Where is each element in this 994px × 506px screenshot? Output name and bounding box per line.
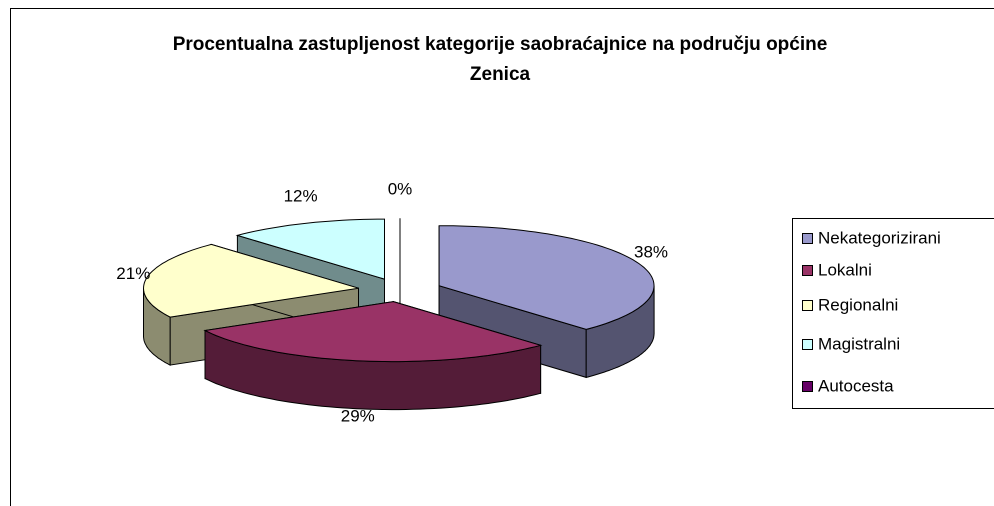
data-label: 12% — [284, 187, 318, 206]
legend-swatch — [802, 265, 813, 276]
legend-label: Regionalni — [818, 295, 898, 314]
legend-swatch — [802, 381, 813, 392]
legend-swatch — [802, 233, 813, 244]
pie-slice — [438, 225, 655, 379]
data-label: 21% — [116, 264, 150, 283]
legend-swatch — [802, 300, 813, 311]
legend-label: Lokalni — [818, 260, 872, 279]
data-label: 38% — [634, 243, 668, 262]
data-label: 29% — [341, 407, 375, 426]
legend-box — [792, 218, 994, 409]
chart-frame — [10, 8, 994, 506]
legend-label: Nekategorizirani — [818, 228, 941, 247]
pie-slice — [203, 300, 543, 411]
chart-title: Procentualna zastupljenost kategorije sa… — [172, 34, 828, 85]
slice-top — [203, 301, 543, 363]
legend-label: Magistralni — [818, 334, 900, 353]
slice-top — [235, 218, 385, 280]
slice-top — [438, 225, 655, 330]
data-label: 0% — [388, 179, 413, 198]
legend-label: Autocesta — [818, 376, 894, 395]
slice-top — [142, 243, 359, 318]
legend-swatch — [802, 339, 813, 350]
